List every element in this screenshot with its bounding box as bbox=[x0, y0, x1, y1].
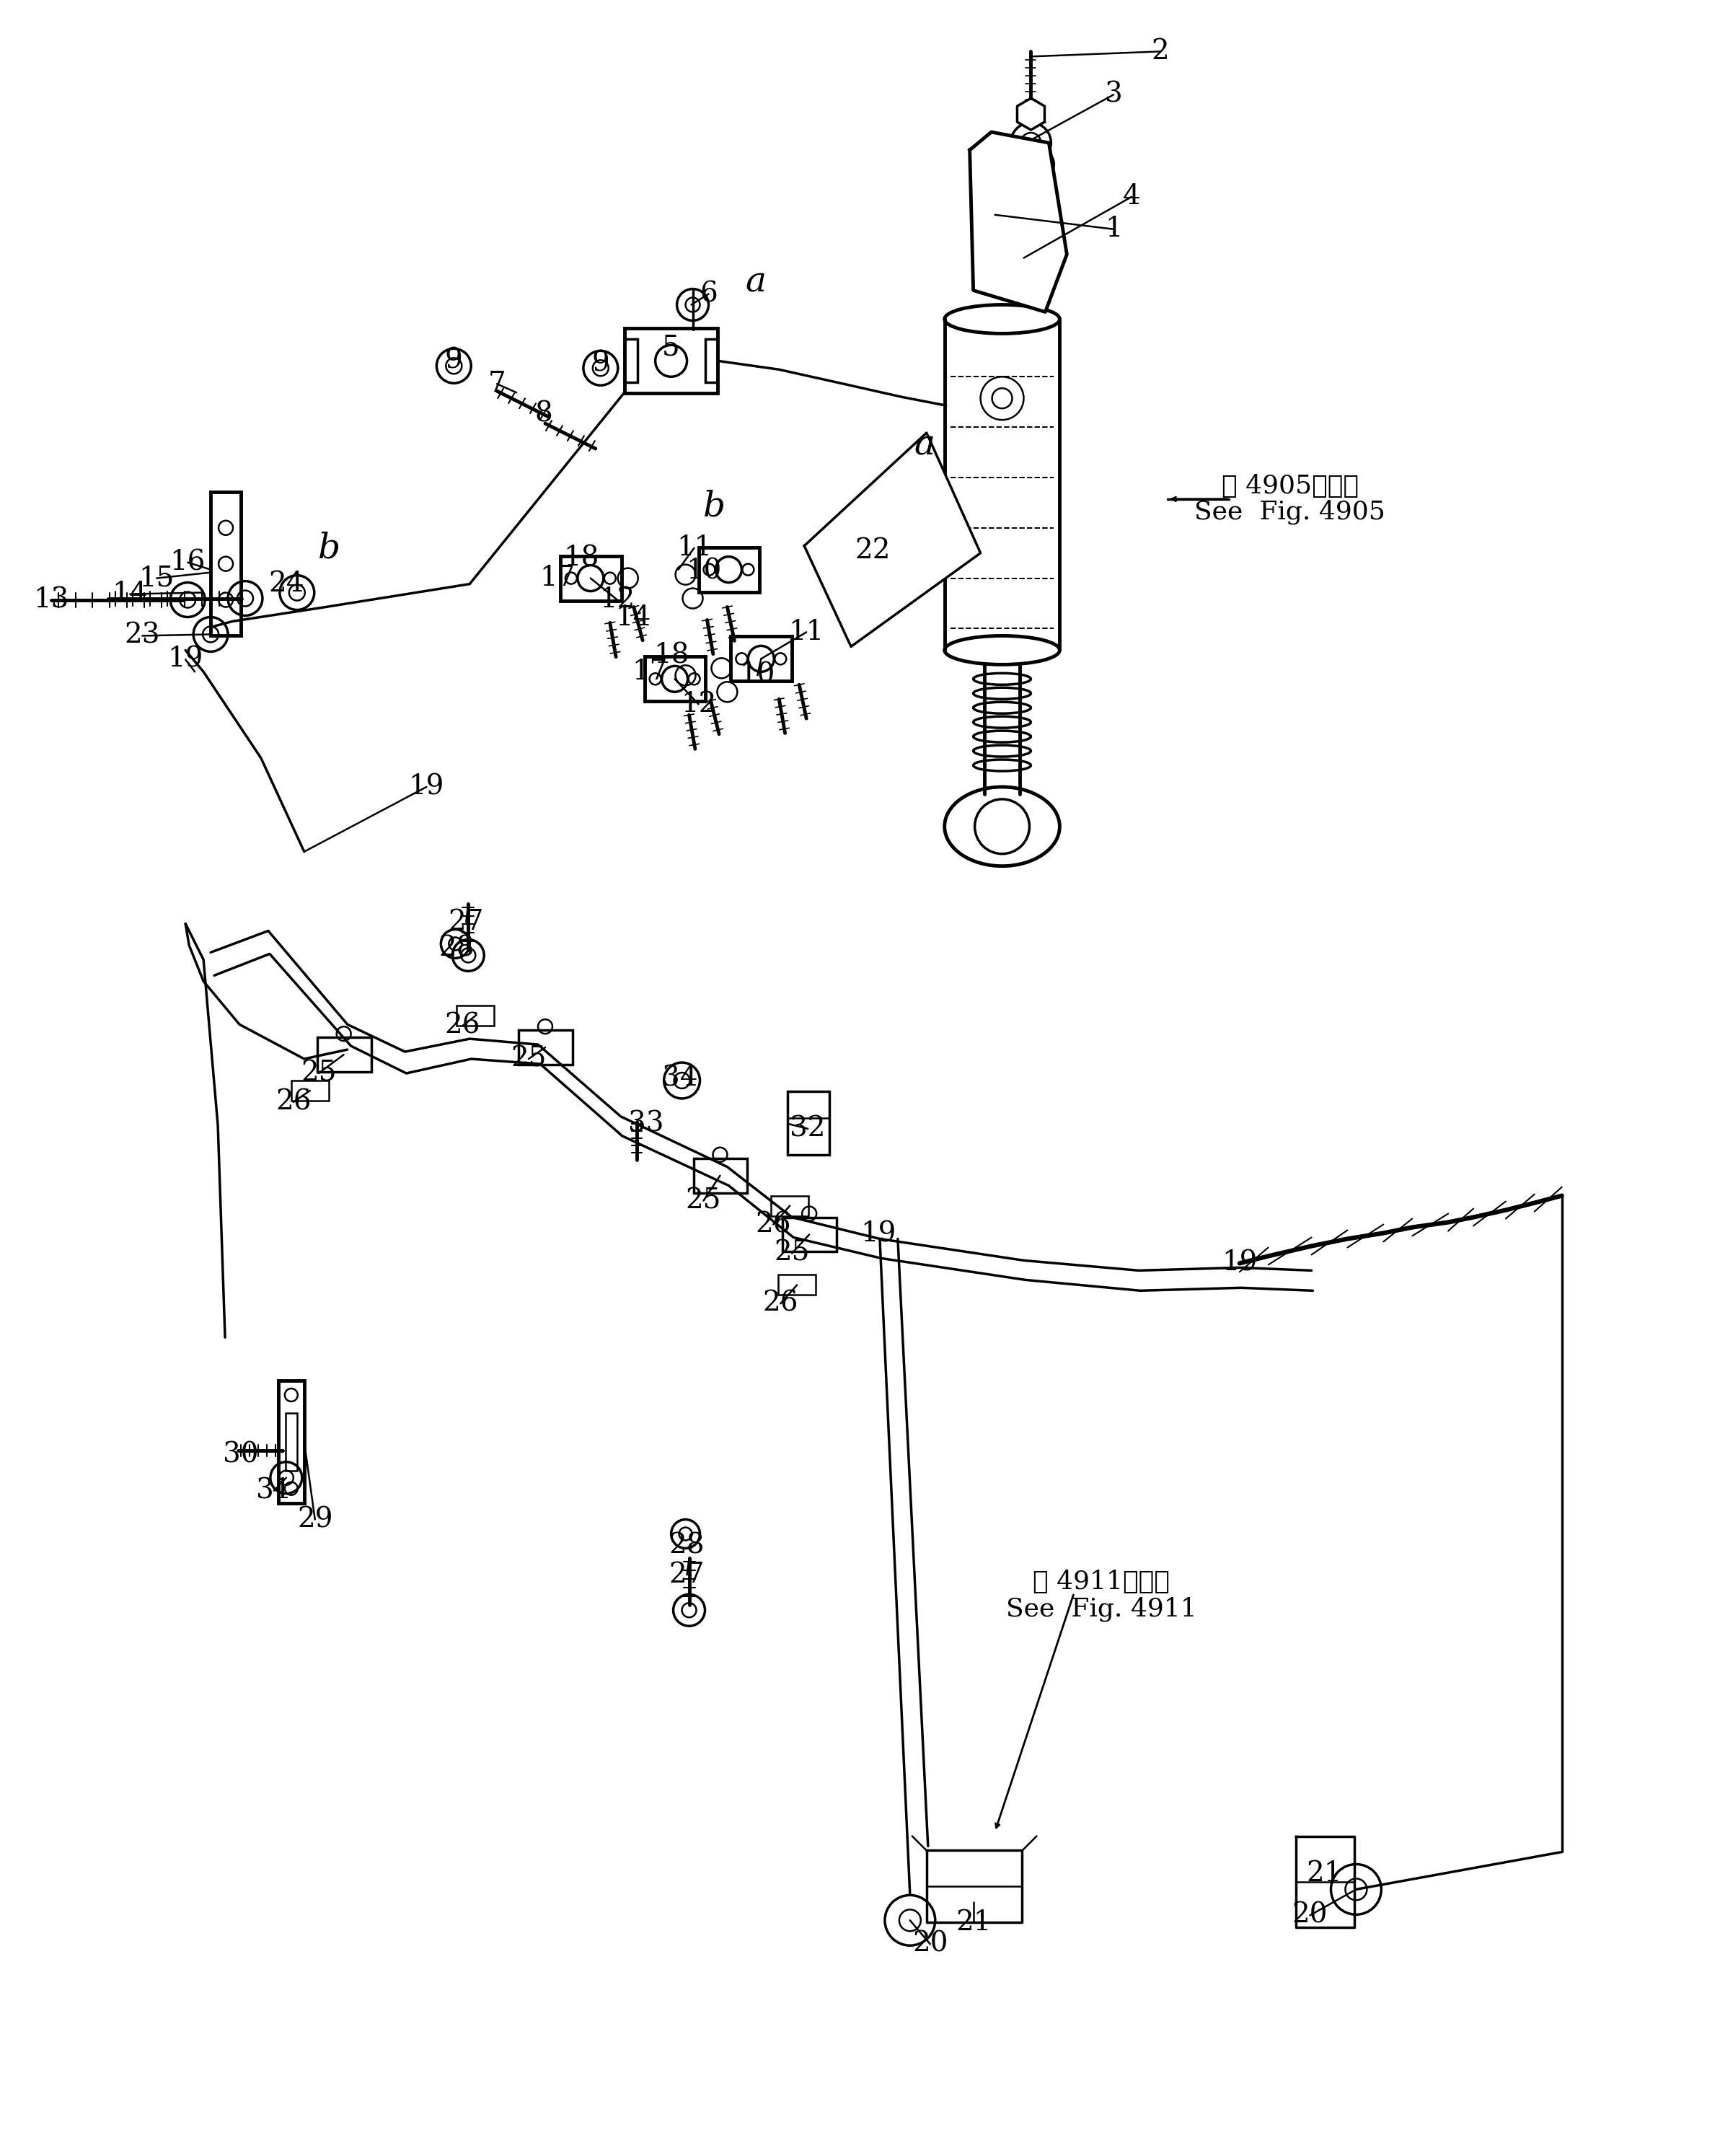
Text: 26: 26 bbox=[755, 1212, 791, 1238]
Bar bbox=[705, 338, 717, 382]
Polygon shape bbox=[805, 433, 980, 647]
Bar bbox=[519, 1031, 573, 1065]
Polygon shape bbox=[970, 132, 1066, 313]
Bar bbox=[693, 1158, 748, 1192]
Text: 21: 21 bbox=[1307, 1861, 1342, 1886]
Text: 19: 19 bbox=[167, 647, 203, 673]
Text: 25: 25 bbox=[686, 1188, 721, 1214]
Text: 6: 6 bbox=[700, 280, 717, 308]
Text: b: b bbox=[703, 489, 726, 524]
Text: 13: 13 bbox=[33, 586, 69, 612]
Text: 3: 3 bbox=[1104, 82, 1123, 108]
Text: 21: 21 bbox=[956, 1910, 991, 1936]
Bar bbox=[779, 1274, 815, 1296]
Text: 14: 14 bbox=[616, 604, 650, 632]
Text: 15: 15 bbox=[139, 565, 174, 591]
Text: 第 4905図参照: 第 4905図参照 bbox=[1221, 474, 1359, 498]
Text: 9: 9 bbox=[445, 347, 463, 375]
Text: 8: 8 bbox=[535, 401, 552, 427]
Text: 19: 19 bbox=[860, 1220, 896, 1248]
Text: 第 4911図参照: 第 4911図参照 bbox=[1034, 1570, 1170, 1595]
Text: See  Fig. 4905: See Fig. 4905 bbox=[1194, 500, 1385, 524]
Text: a: a bbox=[913, 429, 936, 461]
Bar bbox=[286, 1412, 298, 1470]
Text: 30: 30 bbox=[224, 1442, 258, 1468]
Text: 20: 20 bbox=[1292, 1902, 1328, 1930]
Text: 26: 26 bbox=[762, 1289, 798, 1317]
Bar bbox=[698, 548, 760, 593]
Text: b: b bbox=[318, 530, 341, 565]
Text: 11: 11 bbox=[676, 535, 712, 561]
Text: 19: 19 bbox=[409, 774, 444, 800]
Text: 33: 33 bbox=[628, 1110, 664, 1136]
Text: 34: 34 bbox=[662, 1065, 698, 1091]
Text: 19: 19 bbox=[1221, 1250, 1257, 1276]
Text: 28: 28 bbox=[439, 936, 475, 962]
Text: 12: 12 bbox=[681, 690, 716, 718]
Text: 31: 31 bbox=[256, 1477, 292, 1505]
Text: a: a bbox=[745, 265, 767, 300]
Text: 18: 18 bbox=[564, 545, 599, 571]
Text: 24: 24 bbox=[268, 571, 304, 597]
Bar bbox=[731, 636, 791, 681]
Text: 10: 10 bbox=[740, 662, 776, 688]
Bar bbox=[316, 1037, 372, 1072]
Text: 17: 17 bbox=[540, 565, 574, 591]
Text: See  Fig. 4911: See Fig. 4911 bbox=[1006, 1595, 1197, 1621]
Text: 27: 27 bbox=[449, 910, 483, 936]
Text: 32: 32 bbox=[789, 1115, 826, 1143]
Text: 25: 25 bbox=[774, 1240, 810, 1266]
Bar bbox=[788, 1091, 829, 1156]
Text: 18: 18 bbox=[654, 642, 690, 668]
Text: 12: 12 bbox=[599, 586, 635, 612]
Text: 2: 2 bbox=[1151, 39, 1170, 65]
Bar bbox=[624, 338, 638, 382]
Polygon shape bbox=[1017, 99, 1044, 129]
Text: 14: 14 bbox=[112, 580, 148, 608]
Text: 25: 25 bbox=[511, 1046, 547, 1072]
Text: 1: 1 bbox=[1104, 216, 1123, 241]
Bar bbox=[783, 1218, 836, 1253]
Bar bbox=[771, 1197, 808, 1216]
Text: 26: 26 bbox=[445, 1013, 480, 1039]
Bar bbox=[291, 1080, 329, 1102]
Bar bbox=[279, 1380, 304, 1503]
Text: 22: 22 bbox=[855, 537, 891, 565]
Text: 4: 4 bbox=[1123, 183, 1140, 209]
Text: 25: 25 bbox=[301, 1061, 337, 1087]
Text: 23: 23 bbox=[124, 623, 160, 649]
Text: 10: 10 bbox=[686, 558, 721, 584]
Text: 20: 20 bbox=[912, 1932, 948, 1958]
Bar bbox=[624, 328, 717, 392]
Bar bbox=[458, 1005, 494, 1026]
Text: 26: 26 bbox=[275, 1089, 311, 1115]
Text: 5: 5 bbox=[662, 334, 679, 362]
Bar bbox=[210, 492, 241, 636]
Bar bbox=[561, 556, 621, 602]
Text: 29: 29 bbox=[298, 1507, 334, 1533]
Text: 16: 16 bbox=[170, 550, 205, 576]
Text: 17: 17 bbox=[631, 658, 667, 686]
Text: 9: 9 bbox=[592, 351, 609, 377]
Text: 28: 28 bbox=[669, 1533, 705, 1559]
Text: 11: 11 bbox=[789, 619, 824, 645]
Text: 27: 27 bbox=[669, 1561, 705, 1589]
Text: 7: 7 bbox=[488, 371, 506, 397]
Bar bbox=[645, 658, 705, 701]
